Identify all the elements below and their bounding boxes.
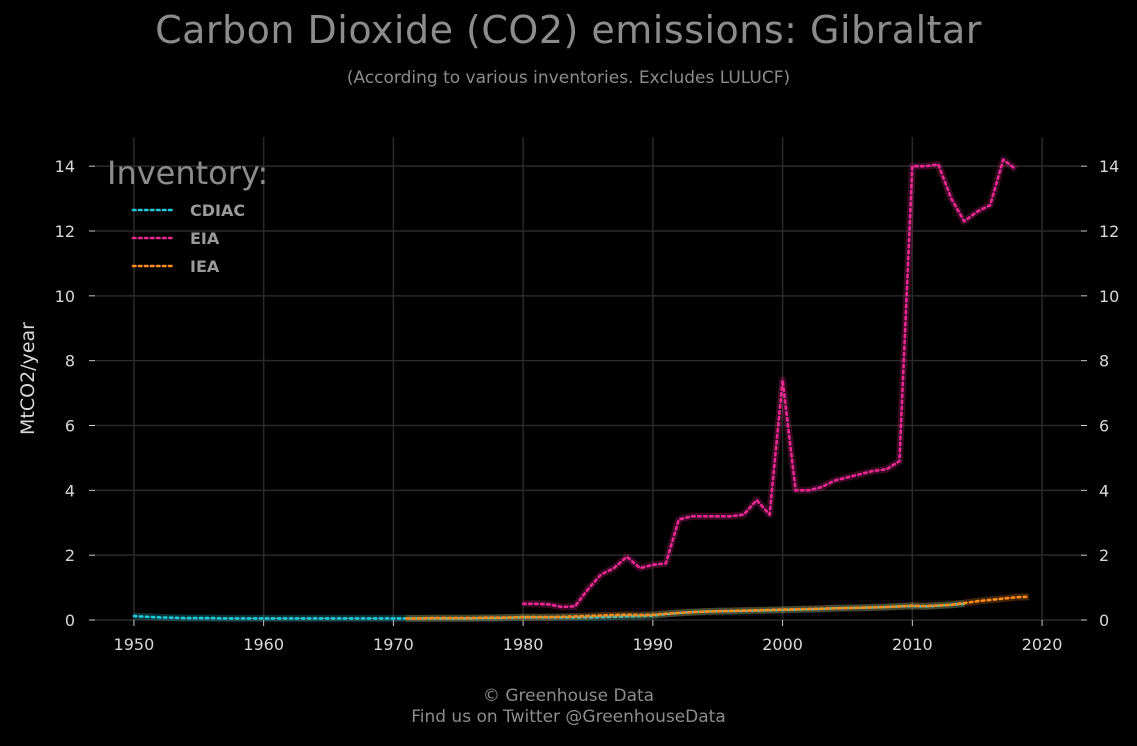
axes: 1950 1960 1970 1980 1990 2000 2010 2020 0 0 2 2 4 4 6 6… <box>17 157 1119 654</box>
x-tick-label: 1950 <box>114 635 155 654</box>
copyright-text: © Greenhouse Data <box>482 686 655 706</box>
y-tick-label-right: 0 <box>1099 611 1109 630</box>
y-tick-label-right: 8 <box>1099 352 1109 371</box>
y-tick-label-right: 6 <box>1099 417 1109 436</box>
y-tick-label-left: 2 <box>65 546 75 565</box>
chart-subtitle: (According to various inventories. Exclu… <box>346 68 791 88</box>
y-tick-label-right: 2 <box>1099 546 1109 565</box>
x-tick-label: 2020 <box>1022 635 1063 654</box>
series-line-iea <box>405 595 1031 620</box>
y-tick-label-left: 10 <box>55 287 75 306</box>
series-glow-iea <box>406 593 1030 622</box>
legend-label-iea: IEA <box>190 257 220 276</box>
y-tick-label-left: 14 <box>55 157 75 176</box>
y-tick-label-right: 10 <box>1099 287 1119 306</box>
x-tick-label: 2010 <box>892 635 933 654</box>
x-tick-label: 1960 <box>243 635 284 654</box>
x-tick-label: 1990 <box>633 635 674 654</box>
x-tick-label: 1970 <box>373 635 414 654</box>
y-axis-label: MtCO2/year <box>17 322 39 435</box>
y-tick-label-left: 0 <box>65 611 75 630</box>
y-tick-label-right: 4 <box>1099 481 1109 500</box>
y-tick-label-left: 12 <box>55 222 75 241</box>
legend-label-cdiac: CDIAC <box>190 201 245 220</box>
y-tick-label-right: 14 <box>1099 157 1119 176</box>
x-tick-label: 2000 <box>762 635 803 654</box>
y-tick-label-left: 8 <box>65 352 75 371</box>
chart-title: Carbon Dioxide (CO2) emissions: Gibralta… <box>155 8 982 52</box>
y-tick-label-right: 12 <box>1099 222 1119 241</box>
legend: Inventory: CDIAC EIA IEA <box>107 154 268 276</box>
series-glow-eia <box>523 156 1019 611</box>
footer: © Greenhouse Data Find us on Twitter @Gr… <box>0 686 1137 728</box>
y-tick-label-left: 6 <box>65 417 75 436</box>
twitter-text: Find us on Twitter @GreenhouseData <box>411 707 726 727</box>
grid <box>95 137 1081 621</box>
legend-title: Inventory: <box>107 154 268 192</box>
x-tick-label: 1980 <box>503 635 544 654</box>
series-lines <box>132 156 1031 622</box>
series-line-eia <box>521 158 1018 609</box>
legend-label-eia: EIA <box>190 229 220 248</box>
y-tick-label-left: 4 <box>65 481 75 500</box>
